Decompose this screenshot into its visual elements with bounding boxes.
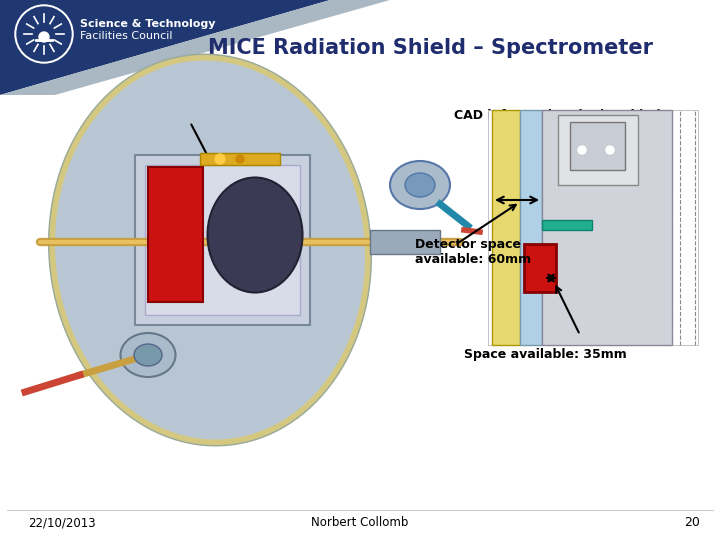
Text: Spectrometer outer vessel
removed for clarity: Spectrometer outer vessel removed for cl…: [120, 115, 307, 143]
Text: Facilities Council: Facilities Council: [80, 31, 173, 41]
Circle shape: [39, 32, 49, 42]
Bar: [542, 220, 592, 230]
Ellipse shape: [207, 178, 302, 293]
Bar: [524, 244, 556, 292]
Circle shape: [236, 155, 244, 163]
Text: Norbert Collomb: Norbert Collomb: [311, 516, 409, 530]
Ellipse shape: [390, 161, 450, 209]
Circle shape: [15, 5, 73, 63]
Bar: [558, 115, 638, 185]
Bar: [542, 110, 672, 345]
Ellipse shape: [50, 55, 370, 445]
Circle shape: [578, 146, 586, 154]
Bar: [200, 153, 280, 165]
Bar: [492, 110, 520, 345]
Text: CAD information depicted below:: CAD information depicted below:: [454, 109, 686, 122]
Circle shape: [215, 154, 225, 164]
Bar: [145, 165, 300, 315]
Ellipse shape: [405, 173, 435, 197]
Bar: [488, 110, 698, 345]
Text: 22/10/2013: 22/10/2013: [28, 516, 96, 530]
Bar: [135, 155, 310, 325]
Ellipse shape: [134, 344, 162, 366]
Text: MICE Radiation Shield – Spectrometer: MICE Radiation Shield – Spectrometer: [207, 38, 652, 58]
Text: 20: 20: [684, 516, 700, 530]
Circle shape: [606, 146, 614, 154]
Ellipse shape: [120, 333, 176, 377]
Circle shape: [17, 7, 71, 61]
Bar: [148, 167, 203, 302]
Bar: [520, 110, 542, 345]
Text: Science & Technology: Science & Technology: [80, 19, 215, 29]
Bar: [370, 230, 440, 254]
Polygon shape: [0, 0, 390, 95]
Text: Detector space
available: 60mm: Detector space available: 60mm: [415, 238, 531, 266]
Bar: [570, 122, 625, 170]
Text: Space available: 35mm: Space available: 35mm: [464, 348, 626, 361]
Polygon shape: [0, 0, 330, 95]
